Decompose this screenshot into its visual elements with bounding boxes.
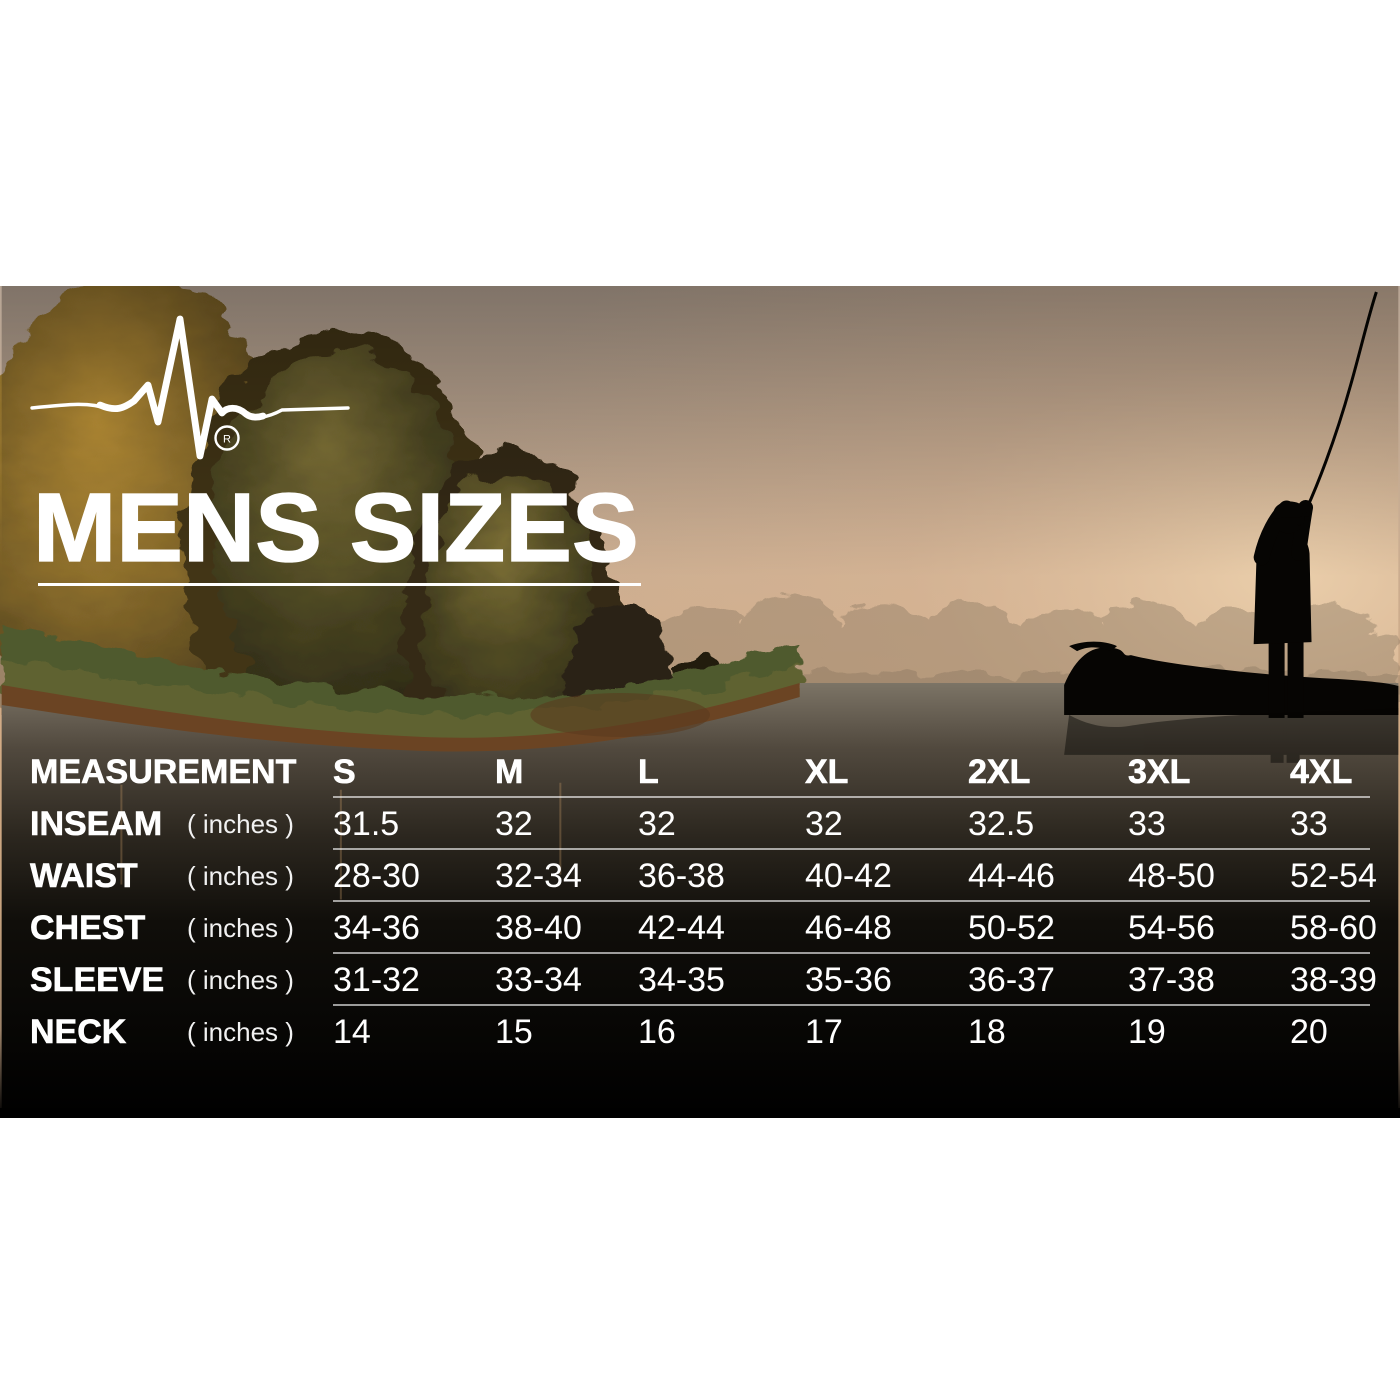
svg-text:R: R (223, 434, 231, 446)
